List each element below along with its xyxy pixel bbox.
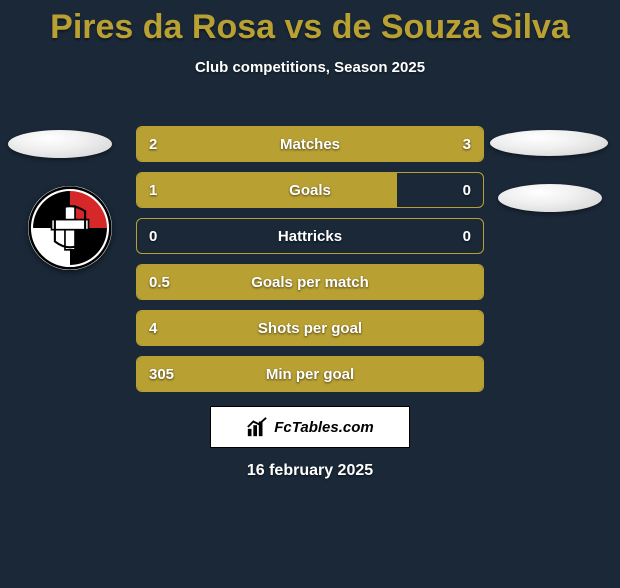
stat-label: Goals per match bbox=[137, 265, 483, 299]
stat-label: Goals bbox=[137, 173, 483, 207]
stat-label: Min per goal bbox=[137, 357, 483, 391]
chart-icon bbox=[246, 416, 268, 438]
source-attribution: FcTables.com bbox=[210, 406, 410, 448]
subtitle: Club competitions, Season 2025 bbox=[0, 59, 620, 76]
stat-row-hattricks: 00Hattricks bbox=[136, 218, 484, 254]
stat-row-goals-per-match: 0.5Goals per match bbox=[136, 264, 484, 300]
comparison-bars: 23Matches 10Goals 00Hattricks 0.5Goals per … bbox=[136, 126, 484, 402]
stat-row-goals: 10Goals bbox=[136, 172, 484, 208]
player2-ellipse-2 bbox=[498, 184, 602, 212]
stat-label: Shots per goal bbox=[137, 311, 483, 345]
source-label: FcTables.com bbox=[274, 419, 373, 436]
stat-row-min-per-goal: 305Min per goal bbox=[136, 356, 484, 392]
player2-ellipse-top bbox=[490, 130, 608, 156]
stat-row-shots-per-goal: 4Shots per goal bbox=[136, 310, 484, 346]
stat-row-matches: 23Matches bbox=[136, 126, 484, 162]
club-badge-player1 bbox=[28, 186, 112, 270]
page-title: Pires da Rosa vs de Souza Silva bbox=[0, 8, 620, 47]
player1-ellipse-top bbox=[8, 130, 112, 158]
stat-label: Matches bbox=[137, 127, 483, 161]
stat-label: Hattricks bbox=[137, 219, 483, 253]
date-label: 16 february 2025 bbox=[0, 462, 620, 480]
